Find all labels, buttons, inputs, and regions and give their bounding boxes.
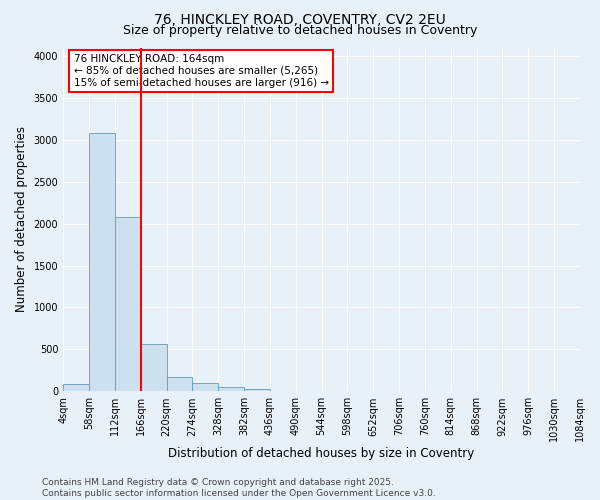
Text: Contains HM Land Registry data © Crown copyright and database right 2025.
Contai: Contains HM Land Registry data © Crown c…: [42, 478, 436, 498]
Bar: [140, 344, 167, 392]
Text: 76, HINCKLEY ROAD, COVENTRY, CV2 2EU: 76, HINCKLEY ROAD, COVENTRY, CV2 2EU: [154, 12, 446, 26]
X-axis label: Distribution of detached houses by size in Coventry: Distribution of detached houses by size …: [169, 447, 475, 460]
Bar: [218, 386, 244, 392]
Bar: [115, 217, 140, 392]
Bar: [167, 376, 193, 392]
Bar: [63, 384, 89, 392]
Bar: [89, 133, 115, 392]
Bar: [244, 389, 270, 392]
Text: Size of property relative to detached houses in Coventry: Size of property relative to detached ho…: [123, 24, 477, 37]
Bar: [193, 383, 218, 392]
Text: 76 HINCKLEY ROAD: 164sqm
← 85% of detached houses are smaller (5,265)
15% of sem: 76 HINCKLEY ROAD: 164sqm ← 85% of detach…: [74, 54, 329, 88]
Y-axis label: Number of detached properties: Number of detached properties: [15, 126, 28, 312]
